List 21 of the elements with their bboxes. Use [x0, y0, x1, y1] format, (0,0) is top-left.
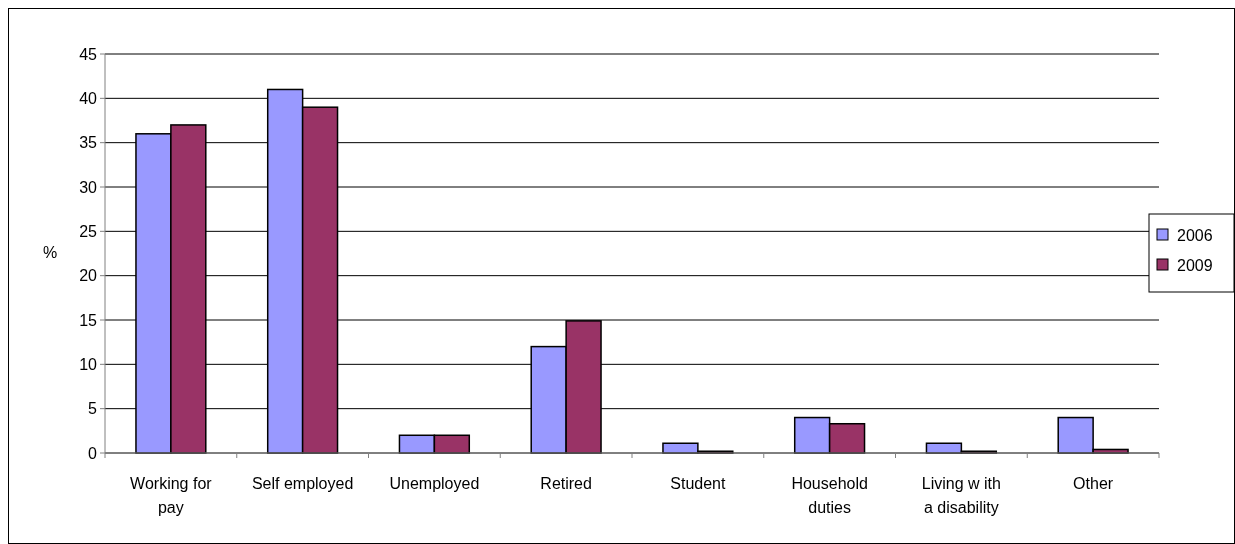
y-tick-label: 40	[79, 89, 98, 107]
y-tick-label: 15	[79, 311, 98, 329]
y-tick-label: 30	[79, 178, 98, 196]
x-tick-label: Self employed	[251, 475, 354, 492]
y-tick-label: 0	[88, 444, 98, 462]
x-tick-label: Student	[670, 475, 727, 492]
y-tick-label: 25	[79, 222, 98, 240]
x-tick-label: Other	[1073, 475, 1114, 492]
y-tick-label: 10	[79, 355, 98, 373]
y-axis-title: %	[42, 244, 58, 261]
x-tick-label: Working for pay	[130, 475, 213, 516]
y-tick-label: 45	[79, 45, 98, 63]
x-tick-label: Retired	[540, 475, 592, 492]
x-tick-label: Unemployed	[389, 475, 480, 492]
x-tick-label: Household duties	[791, 475, 868, 516]
x-tick-label: Living w ith a disability	[921, 475, 1001, 516]
y-tick-label: 5	[88, 400, 98, 418]
y-tick-label: 35	[79, 134, 98, 152]
legend-label: 2009	[1177, 256, 1213, 274]
legend-label: 2006	[1177, 226, 1213, 244]
y-tick-label: 20	[79, 267, 98, 285]
